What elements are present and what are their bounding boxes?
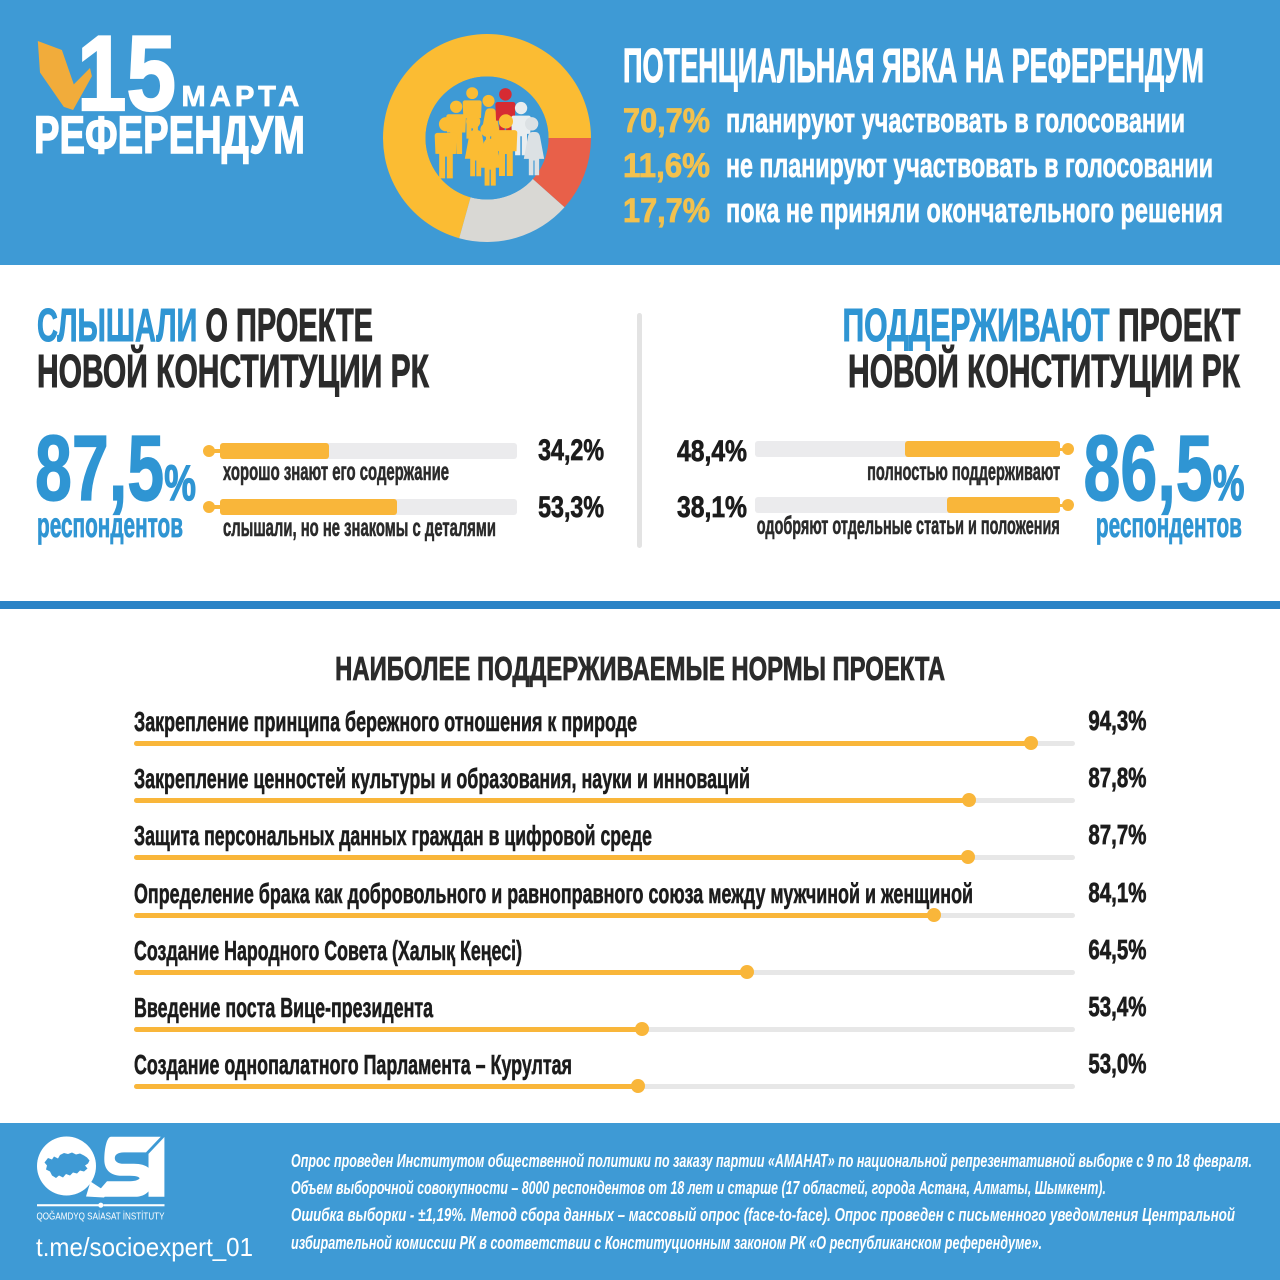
svg-text:QOĞAMDYQ SAİASAT İNSTİTUTY: QOĞAMDYQ SAİASAT İNSTİTUTY bbox=[37, 1210, 165, 1223]
